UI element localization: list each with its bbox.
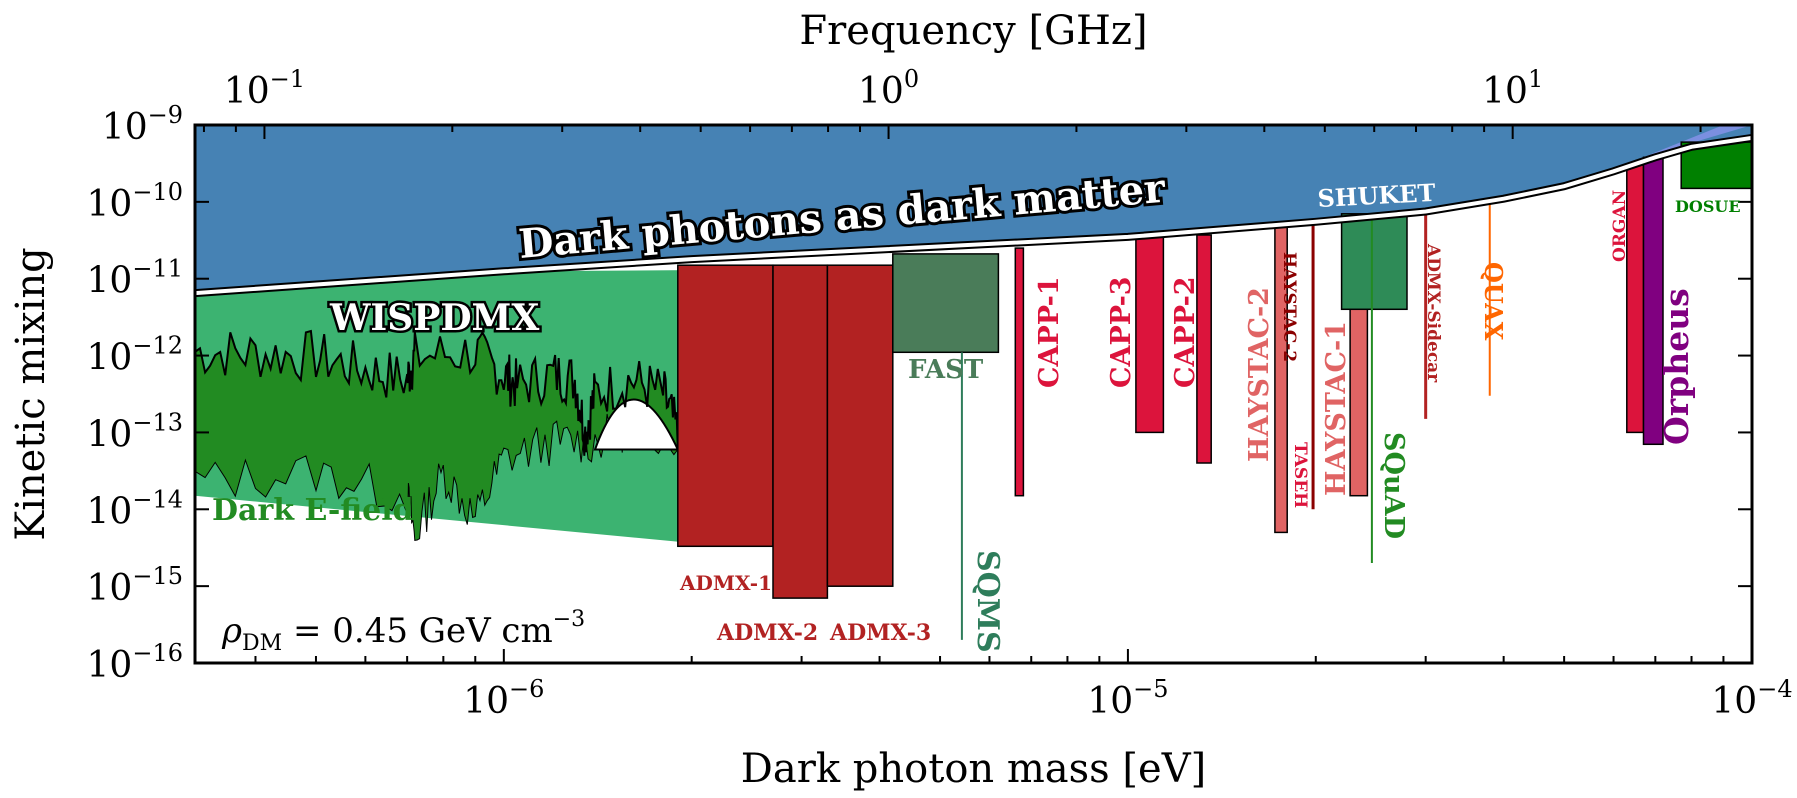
y-tick-label: 10−10 [87, 178, 183, 225]
frame-rect [193, 123, 1754, 665]
x-tick-label: 10−6 [463, 675, 544, 722]
label-squad: SQuAD [1378, 432, 1409, 539]
annotation-exp: −3 [553, 607, 585, 632]
label-wispdmx: WISPDMX [329, 297, 539, 339]
top-tick-label: 10−1 [224, 65, 305, 112]
label-shuket: SHUKET [1317, 178, 1436, 213]
label-admx-3: ADMX-3 [829, 620, 931, 646]
label-admx-2: ADMX-2 [716, 620, 818, 646]
axis-ticks: 10−6 10−5 10−4 10−1 100 101 10−9 10−10 10−11 10−1… [87, 65, 1793, 722]
annotation-text: = 0.45 GeV cm [282, 611, 553, 651]
label-haystac-2: HAYSTAC-2 [1244, 287, 1275, 462]
label-haystac-1: HAYSTAC-1 [1321, 321, 1352, 496]
annotation-sub: DM [242, 631, 282, 656]
label-admx-1: ADMX-1 [679, 571, 772, 595]
x-axis-label: Dark photon mass [eV] [741, 746, 1206, 792]
y-tick-label: 10−9 [102, 101, 183, 148]
y-tick-label: 10−13 [87, 408, 183, 455]
plot-frame [193, 123, 1754, 665]
y-tick-label: 10−12 [87, 332, 183, 379]
band-admx-1 [677, 264, 774, 548]
band-admx-2 [772, 264, 829, 599]
label-fast: FAST [908, 355, 984, 385]
y-tick-label: 10−16 [87, 639, 183, 686]
annotation-rho: ρ [221, 611, 242, 651]
label-taseh: TASEH [1290, 442, 1310, 508]
band-admx-3 [826, 264, 894, 587]
label-dosue: DOSUE [1675, 197, 1741, 216]
band-fast [892, 253, 1000, 354]
x-tick-label: 10−4 [1711, 675, 1792, 722]
top-tick-label: 100 [858, 65, 919, 112]
dark-e-field-edge [195, 329, 679, 456]
band-capp-3 [1135, 236, 1165, 434]
dark-matter-region [195, 125, 1752, 294]
label-orpheus: Orpheus [1657, 288, 1696, 445]
plot-area [195, 125, 1752, 640]
y-tick-label: 10−15 [87, 562, 183, 609]
label-admx-sidecar-1: HAYSTAC-2 [1279, 252, 1299, 362]
label-quax: QUAX [1479, 262, 1508, 341]
band-capp-2 [1196, 234, 1212, 464]
label-sqms: SQMS [970, 550, 1005, 653]
density-annotation: ρDM = 0.45 GeV cm−3 [221, 607, 585, 656]
y-tick-label: 10−14 [87, 485, 183, 532]
label-capp-2: CAPP-2 [1170, 276, 1201, 388]
y-tick-label: 10−11 [87, 255, 183, 302]
top-tick-label: 101 [1482, 65, 1543, 112]
label-capp-3: CAPP-3 [1106, 276, 1137, 388]
white-dip [593, 398, 680, 451]
label-dark-e-field: Dark E-field [212, 493, 414, 528]
label-organ: ORGAN [1610, 190, 1630, 262]
top-axis-label: Frequency [GHz] [799, 8, 1147, 54]
x-tick-label: 10−5 [1087, 675, 1168, 722]
band-shuket [1340, 213, 1408, 311]
y-axis-label: Kinetic mixing [8, 247, 54, 541]
label-admx-sidecar-2: ADMX-Sidecar [1423, 243, 1443, 383]
band-capp-1 [1014, 247, 1025, 497]
label-capp-1: CAPP-1 [1034, 276, 1065, 388]
dm-boundary-inner [195, 135, 1752, 296]
